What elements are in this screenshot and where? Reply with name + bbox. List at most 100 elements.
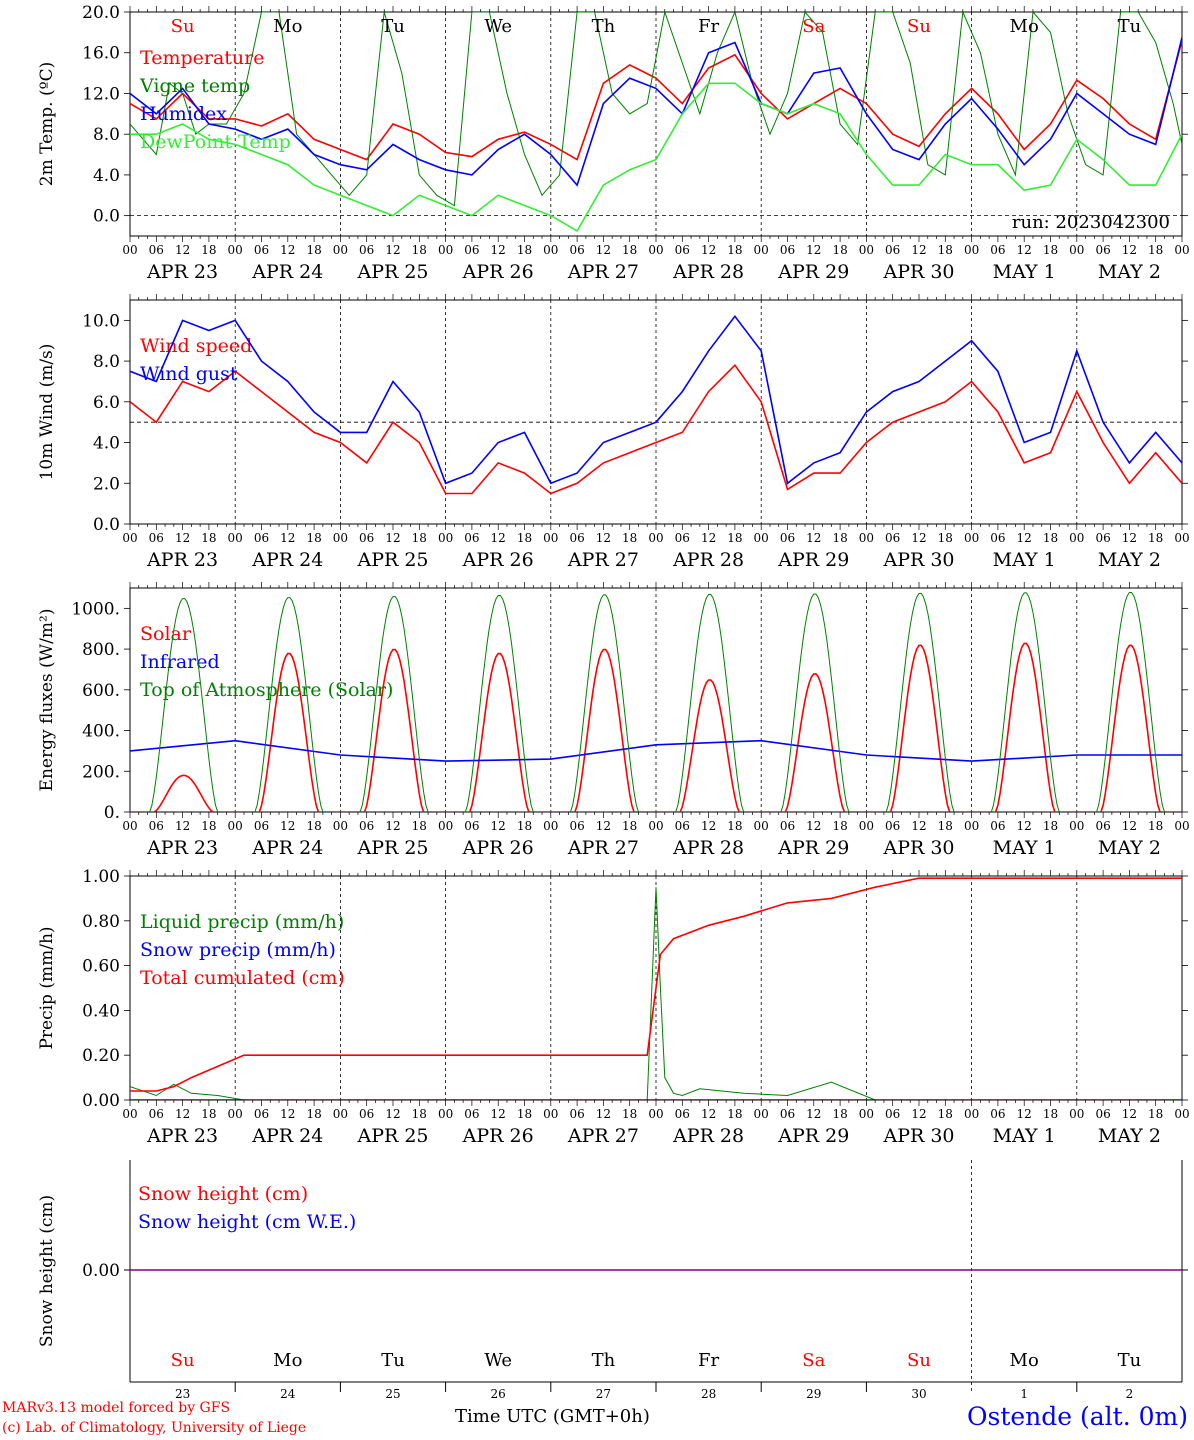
hour-tick-label: 18 bbox=[727, 1107, 742, 1121]
hour-tick-label: 18 bbox=[1148, 1107, 1163, 1121]
hour-tick-label: 12 bbox=[701, 531, 716, 545]
hour-tick-label: 18 bbox=[201, 1107, 216, 1121]
weekday-label: Mo bbox=[273, 1350, 302, 1371]
legend-entry: Infrared bbox=[140, 651, 220, 673]
series-line bbox=[130, 877, 1182, 1092]
legend-entry: Wind speed bbox=[140, 335, 252, 357]
weekday-label: We bbox=[484, 16, 512, 37]
hour-tick-label: 12 bbox=[491, 1107, 506, 1121]
weekday-label: Tu bbox=[1118, 1350, 1142, 1371]
hour-tick-label: 18 bbox=[938, 819, 953, 833]
hour-tick-label: 12 bbox=[280, 243, 295, 257]
hour-tick-label: 12 bbox=[175, 819, 190, 833]
hour-tick-label: 00 bbox=[333, 531, 348, 545]
hour-tick-label: 18 bbox=[832, 243, 847, 257]
date-label: APR 27 bbox=[567, 837, 639, 859]
hour-tick-label: 06 bbox=[464, 531, 479, 545]
hour-tick-label: 06 bbox=[1095, 531, 1110, 545]
hour-tick-label: 00 bbox=[1069, 531, 1084, 545]
hour-tick-label: 06 bbox=[885, 531, 900, 545]
legend-entry: Snow height (cm) bbox=[138, 1183, 308, 1205]
hour-tick-label: 18 bbox=[622, 1107, 637, 1121]
hour-tick-label: 00 bbox=[754, 243, 769, 257]
weekday-label: Tu bbox=[381, 1350, 405, 1371]
y-tick-label: 0.00 bbox=[82, 1091, 120, 1111]
hour-tick-label: 06 bbox=[359, 819, 374, 833]
hour-tick-label: 12 bbox=[280, 531, 295, 545]
hour-tick-label: 06 bbox=[780, 819, 795, 833]
series-line bbox=[130, 314, 1182, 485]
hour-tick-label: 06 bbox=[990, 531, 1005, 545]
hour-tick-label: 06 bbox=[149, 531, 164, 545]
hour-tick-label: 12 bbox=[806, 819, 821, 833]
hour-tick-label: 00 bbox=[228, 819, 243, 833]
hour-tick-label: 00 bbox=[543, 819, 558, 833]
date-label: APR 24 bbox=[251, 261, 323, 283]
weekday-label: Su bbox=[171, 1350, 195, 1371]
y-tick-label: 8.0 bbox=[93, 125, 120, 145]
date-label: MAY 2 bbox=[1098, 837, 1161, 859]
plot-frame bbox=[129, 11, 1183, 237]
hour-tick-label: 12 bbox=[701, 819, 716, 833]
hour-tick-label: 06 bbox=[149, 819, 164, 833]
series-line bbox=[130, 40, 1182, 161]
hour-tick-label: 00 bbox=[438, 243, 453, 257]
hour-tick-label: 12 bbox=[385, 1107, 400, 1121]
hour-tick-label: 12 bbox=[280, 819, 295, 833]
date-label: APR 23 bbox=[146, 837, 218, 859]
day-number: 25 bbox=[385, 1387, 400, 1400]
date-label: APR 23 bbox=[146, 549, 218, 571]
hour-tick-label: 18 bbox=[306, 1107, 321, 1121]
hour-tick-label: 00 bbox=[1069, 243, 1084, 257]
hour-tick-label: 00 bbox=[228, 1107, 243, 1121]
legend-entry: Solar bbox=[140, 623, 192, 645]
hour-tick-label: 00 bbox=[964, 243, 979, 257]
day-number: 28 bbox=[701, 1387, 716, 1400]
date-label: APR 30 bbox=[882, 261, 954, 283]
hour-tick-label: 18 bbox=[517, 1107, 532, 1121]
hour-tick-label: 18 bbox=[201, 531, 216, 545]
hour-tick-label: 18 bbox=[517, 243, 532, 257]
hour-tick-label: 00 bbox=[859, 1107, 874, 1121]
hour-tick-label: 18 bbox=[938, 531, 953, 545]
date-label: APR 26 bbox=[462, 549, 534, 571]
y-tick-label: 800. bbox=[82, 640, 120, 660]
hour-tick-label: 00 bbox=[859, 819, 874, 833]
hour-tick-label: 00 bbox=[438, 1107, 453, 1121]
hour-tick-label: 06 bbox=[149, 243, 164, 257]
hour-tick-label: 18 bbox=[412, 1107, 427, 1121]
date-label: APR 24 bbox=[251, 837, 323, 859]
date-label: APR 27 bbox=[567, 261, 639, 283]
hour-tick-label: 06 bbox=[359, 1107, 374, 1121]
hour-tick-label: 12 bbox=[385, 531, 400, 545]
hour-tick-label: 06 bbox=[780, 1107, 795, 1121]
weekday-label: Su bbox=[907, 1350, 931, 1371]
hour-tick-label: 06 bbox=[569, 531, 584, 545]
weekday-label: Su bbox=[907, 16, 931, 37]
y-tick-label: 1000. bbox=[71, 599, 120, 619]
date-label: APR 23 bbox=[146, 261, 218, 283]
hour-tick-label: 18 bbox=[938, 1107, 953, 1121]
date-label: APR 30 bbox=[882, 837, 954, 859]
date-label: APR 30 bbox=[882, 1125, 954, 1147]
hour-tick-label: 18 bbox=[1148, 531, 1163, 545]
date-label: MAY 1 bbox=[993, 1125, 1056, 1147]
date-label: APR 25 bbox=[356, 837, 428, 859]
date-label: APR 26 bbox=[462, 837, 534, 859]
hour-tick-label: 00 bbox=[438, 531, 453, 545]
hour-tick-label: 12 bbox=[701, 243, 716, 257]
hour-tick-label: 12 bbox=[1122, 819, 1137, 833]
hour-tick-label: 00 bbox=[754, 819, 769, 833]
date-label: APR 25 bbox=[356, 261, 428, 283]
hour-tick-label: 12 bbox=[1017, 531, 1032, 545]
run-label: run: 2023042300 bbox=[1012, 212, 1170, 233]
hour-tick-label: 12 bbox=[491, 819, 506, 833]
hour-tick-label: 18 bbox=[306, 531, 321, 545]
hour-tick-label: 06 bbox=[675, 819, 690, 833]
hour-tick-label: 00 bbox=[228, 243, 243, 257]
date-label: MAY 1 bbox=[993, 261, 1056, 283]
date-label: APR 25 bbox=[356, 549, 428, 571]
hour-tick-label: 00 bbox=[543, 531, 558, 545]
legend-entry: Temperature bbox=[140, 47, 264, 69]
hour-tick-label: 00 bbox=[1174, 1107, 1189, 1121]
